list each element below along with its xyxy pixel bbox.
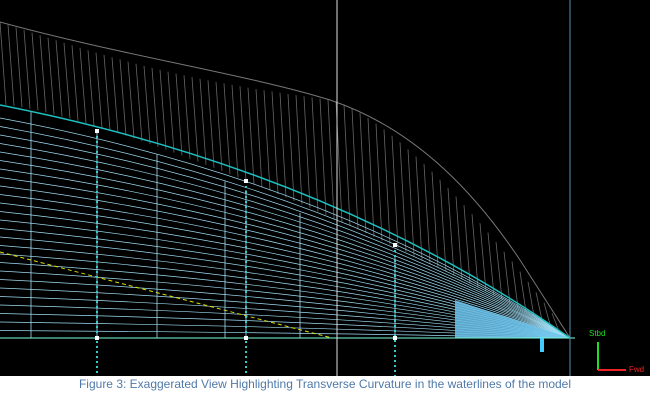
hatch-line — [119, 59, 127, 136]
hatch-line — [551, 313, 559, 329]
yellow-line — [0, 251, 333, 339]
waterline — [0, 143, 571, 339]
hatch-line — [495, 242, 503, 300]
hatch-line — [327, 99, 335, 219]
hatch-line — [167, 71, 175, 153]
hatch-line — [287, 93, 295, 201]
hatch-line — [423, 164, 431, 264]
hatch-line — [191, 77, 199, 162]
hatch-line — [71, 45, 79, 121]
hatch-line — [183, 75, 191, 159]
station-point — [244, 179, 248, 183]
hatch-line — [127, 61, 135, 139]
waterline — [0, 126, 571, 339]
hatch-line — [527, 281, 535, 317]
waterline — [0, 202, 571, 339]
hatch-line — [31, 32, 39, 111]
hatch-line — [47, 37, 55, 115]
hatch-line — [431, 171, 439, 268]
cad-viewport: Stbd Fwd — [0, 0, 650, 376]
hatch-line — [23, 29, 31, 109]
waterline — [0, 104, 571, 339]
waterline — [0, 168, 571, 339]
hatch-line — [231, 84, 239, 178]
hatch-line — [79, 47, 87, 124]
hatch-line — [87, 50, 95, 126]
hatch-line — [175, 73, 183, 156]
hatch-line — [351, 108, 359, 230]
hatch-line — [279, 92, 287, 198]
station-point — [95, 129, 99, 133]
station-base — [95, 336, 99, 340]
hatch-line — [255, 88, 263, 188]
hatch-line — [375, 123, 383, 241]
hatch-line — [199, 78, 207, 165]
hatch-line — [543, 302, 551, 325]
hatched-region — [0, 21, 559, 329]
hatch-line — [151, 67, 159, 147]
hatch-line — [63, 42, 71, 119]
hatch-line — [511, 261, 519, 308]
station-base — [244, 336, 248, 340]
hatch-line — [0, 21, 7, 106]
stations — [30, 112, 397, 376]
hatch-line — [215, 81, 223, 172]
hatch-line — [415, 156, 423, 260]
caption: Figure 3: Exaggerated View Highlighting … — [78, 377, 572, 391]
hatch-line — [383, 129, 391, 245]
hatch-line — [303, 96, 311, 208]
waterline — [0, 160, 571, 339]
hatch-line — [535, 292, 543, 321]
hatch-line — [471, 214, 479, 288]
hatch-line — [143, 65, 151, 144]
hatch-line — [295, 95, 303, 205]
hatch-line — [39, 35, 47, 113]
marker — [540, 338, 544, 352]
hatch-line — [399, 142, 407, 253]
waterline — [0, 185, 571, 339]
hatch-line — [207, 80, 215, 168]
waterline — [0, 177, 571, 339]
hatch-line — [503, 251, 511, 304]
waterline — [0, 211, 571, 339]
hatch-line — [359, 112, 367, 234]
outline-curve — [0, 21, 571, 339]
waterline — [0, 194, 571, 339]
hatch-line — [247, 87, 255, 185]
waterline — [0, 117, 571, 339]
hatch-line — [55, 40, 63, 117]
hatch-line — [95, 52, 103, 129]
waterline — [0, 151, 571, 339]
hatch-line — [343, 104, 351, 226]
hatch-line — [271, 91, 279, 195]
hatch-line — [407, 149, 415, 256]
hatch-line — [135, 63, 143, 142]
axis-up-label: Stbd — [589, 329, 605, 338]
hatch-line — [15, 27, 23, 108]
hatch-line — [159, 69, 167, 150]
tip-fill — [455, 300, 570, 338]
hatch-line — [367, 118, 375, 237]
hatch-line — [111, 57, 119, 134]
station-base — [393, 336, 397, 340]
axis-right-label: Fwd — [629, 365, 644, 374]
hatch-line — [103, 54, 111, 131]
hatch-line — [391, 135, 399, 249]
hatch-line — [487, 232, 495, 296]
hatch-line — [223, 83, 231, 175]
hatch-line — [263, 90, 271, 191]
hatch-line — [7, 24, 15, 106]
waterline — [0, 134, 571, 339]
hatch-line — [455, 196, 463, 280]
hatch-line — [439, 179, 447, 272]
hatch-line — [463, 205, 471, 284]
hatch-line — [447, 188, 455, 276]
station-point — [393, 243, 397, 247]
hatch-line — [519, 271, 527, 312]
hatch-line — [319, 98, 327, 216]
hatch-line — [311, 97, 319, 212]
hatch-line — [479, 223, 487, 292]
hatch-line — [239, 86, 247, 181]
